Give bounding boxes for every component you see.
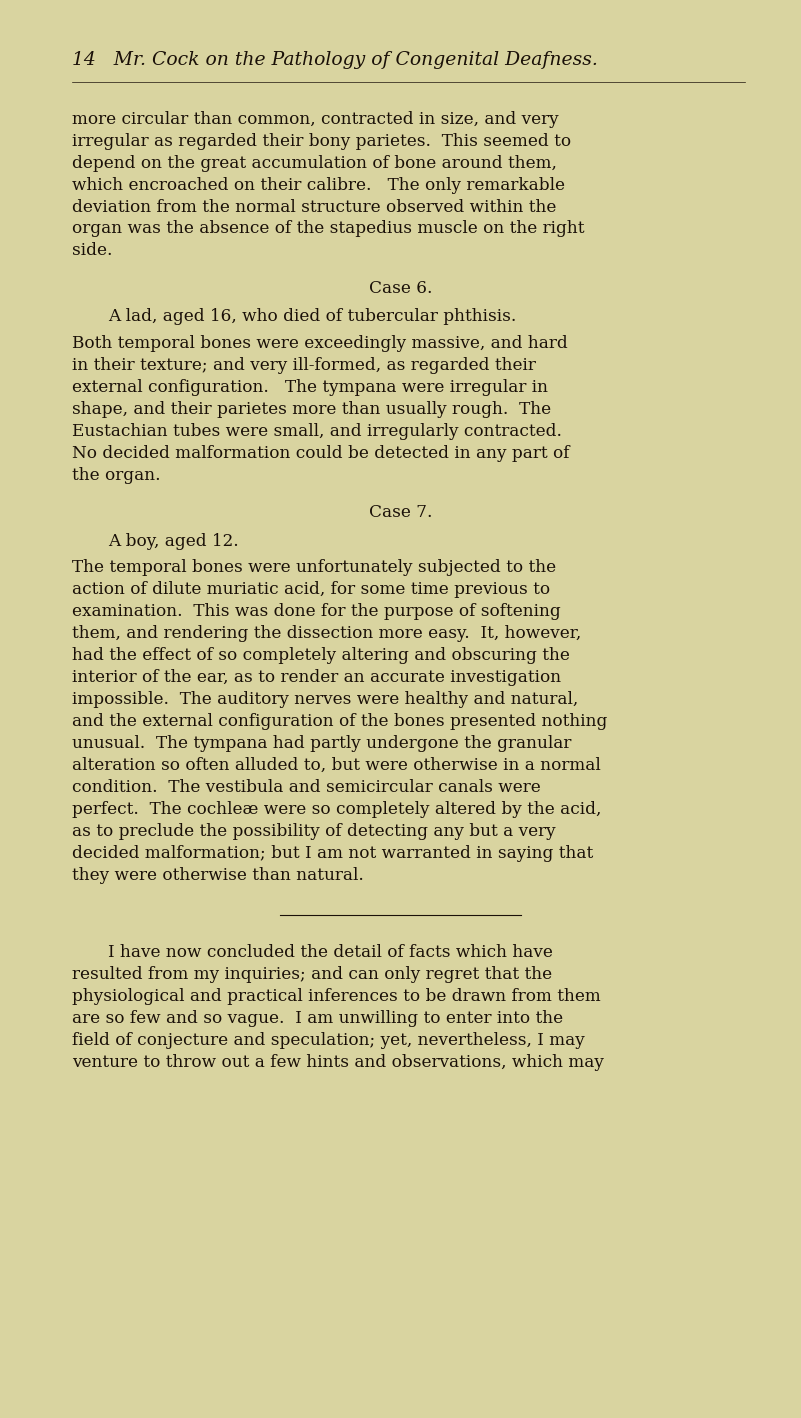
Text: Case 7.: Case 7. <box>368 503 433 520</box>
Text: deviation from the normal structure observed within the: deviation from the normal structure obse… <box>72 199 557 216</box>
Text: organ was the absence of the stapedius muscle on the right: organ was the absence of the stapedius m… <box>72 220 585 237</box>
Text: shape, and their parietes more than usually rough.  The: shape, and their parietes more than usua… <box>72 401 551 418</box>
Text: impossible.  The auditory nerves were healthy and natural,: impossible. The auditory nerves were hea… <box>72 691 578 708</box>
Text: 14   Mr. Cock on the Pathology of Congenital Deafness.: 14 Mr. Cock on the Pathology of Congenit… <box>72 51 598 69</box>
Text: Case 6.: Case 6. <box>368 279 433 296</box>
Text: alteration so often alluded to, but were otherwise in a normal: alteration so often alluded to, but were… <box>72 757 601 774</box>
Text: the organ.: the organ. <box>72 467 161 484</box>
Text: in their texture; and very ill-formed, as regarded their: in their texture; and very ill-formed, a… <box>72 357 536 374</box>
Text: The temporal bones were unfortunately subjected to the: The temporal bones were unfortunately su… <box>72 559 556 576</box>
Text: unusual.  The tympana had partly undergone the granular: unusual. The tympana had partly undergon… <box>72 735 571 752</box>
Text: interior of the ear, as to render an accurate investigation: interior of the ear, as to render an acc… <box>72 669 562 686</box>
Text: are so few and so vague.  I am unwilling to enter into the: are so few and so vague. I am unwilling … <box>72 1010 563 1027</box>
Text: Eustachian tubes were small, and irregularly contracted.: Eustachian tubes were small, and irregul… <box>72 423 562 440</box>
Text: I have now concluded the detail of facts which have: I have now concluded the detail of facts… <box>108 943 553 960</box>
Text: A lad, aged 16, who died of tubercular phthisis.: A lad, aged 16, who died of tubercular p… <box>108 308 517 325</box>
Text: condition.  The vestibula and semicircular canals were: condition. The vestibula and semicircula… <box>72 778 541 795</box>
Text: decided malformation; but I am not warranted in saying that: decided malformation; but I am not warra… <box>72 845 594 862</box>
Text: side.: side. <box>72 242 113 259</box>
Text: venture to throw out a few hints and observations, which may: venture to throw out a few hints and obs… <box>72 1054 604 1071</box>
Text: them, and rendering the dissection more easy.  It, however,: them, and rendering the dissection more … <box>72 625 582 642</box>
Text: which encroached on their calibre.   The only remarkable: which encroached on their calibre. The o… <box>72 176 565 193</box>
Text: examination.  This was done for the purpose of softening: examination. This was done for the purpo… <box>72 603 561 620</box>
Text: action of dilute muriatic acid, for some time previous to: action of dilute muriatic acid, for some… <box>72 581 550 598</box>
Text: depend on the great accumulation of bone around them,: depend on the great accumulation of bone… <box>72 155 557 172</box>
Text: field of conjecture and speculation; yet, nevertheless, I may: field of conjecture and speculation; yet… <box>72 1031 585 1048</box>
Text: and the external configuration of the bones presented nothing: and the external configuration of the bo… <box>72 713 607 730</box>
Text: Both temporal bones were exceedingly massive, and hard: Both temporal bones were exceedingly mas… <box>72 335 568 352</box>
Text: had the effect of so completely altering and obscuring the: had the effect of so completely altering… <box>72 647 570 664</box>
Text: external configuration.   The tympana were irregular in: external configuration. The tympana were… <box>72 379 548 396</box>
Text: A boy, aged 12.: A boy, aged 12. <box>108 533 239 550</box>
Text: more circular than common, contracted in size, and very: more circular than common, contracted in… <box>72 111 559 128</box>
Text: as to preclude the possibility of detecting any but a very: as to preclude the possibility of detect… <box>72 822 556 839</box>
Text: they were otherwise than natural.: they were otherwise than natural. <box>72 866 364 883</box>
Text: irregular as regarded their bony parietes.  This seemed to: irregular as regarded their bony pariete… <box>72 133 571 149</box>
Text: perfect.  The cochleæ were so completely altered by the acid,: perfect. The cochleæ were so completely … <box>72 801 602 818</box>
Text: physiological and practical inferences to be drawn from them: physiological and practical inferences t… <box>72 987 601 1004</box>
Text: No decided malformation could be detected in any part of: No decided malformation could be detecte… <box>72 445 570 462</box>
Text: resulted from my inquiries; and can only regret that the: resulted from my inquiries; and can only… <box>72 966 552 983</box>
